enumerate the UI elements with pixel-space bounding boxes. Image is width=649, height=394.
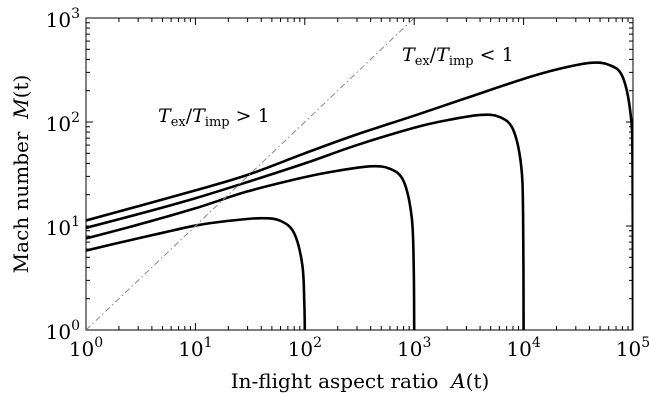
tick-labels: 100 101 102 103 104 105 100 101 102 103 bbox=[46, 6, 649, 361]
y-tick-label: 103 bbox=[46, 6, 80, 32]
x-tick-label: 103 bbox=[397, 335, 431, 361]
x-tick-label: 102 bbox=[288, 335, 322, 361]
plot-frame bbox=[85, 17, 634, 331]
y-tick-label: 102 bbox=[46, 110, 80, 136]
x-tick-label: 105 bbox=[616, 335, 649, 361]
annotation-upper-left: Tex/Timp > 1 bbox=[158, 105, 270, 130]
data-series bbox=[86, 18, 633, 330]
series-line-1 bbox=[86, 216, 307, 330]
x-tick-label: 100 bbox=[69, 335, 103, 361]
series-line-3 bbox=[86, 113, 525, 330]
reference-line bbox=[86, 18, 415, 330]
x-tick-label: 104 bbox=[506, 335, 540, 361]
axis-ticks bbox=[85, 17, 634, 331]
series-line-4 bbox=[86, 61, 633, 330]
series-line-2 bbox=[86, 164, 416, 330]
x-tick-label: 101 bbox=[178, 335, 212, 361]
y-axis-title: Mach number M(t) bbox=[9, 75, 33, 274]
y-tick-label: 100 bbox=[46, 318, 80, 344]
y-tick-label: 101 bbox=[46, 214, 80, 240]
x-axis-title: In-flight aspect ratio A(t) bbox=[231, 369, 490, 393]
annotation-upper-right: Tex/Timp < 1 bbox=[402, 44, 514, 69]
